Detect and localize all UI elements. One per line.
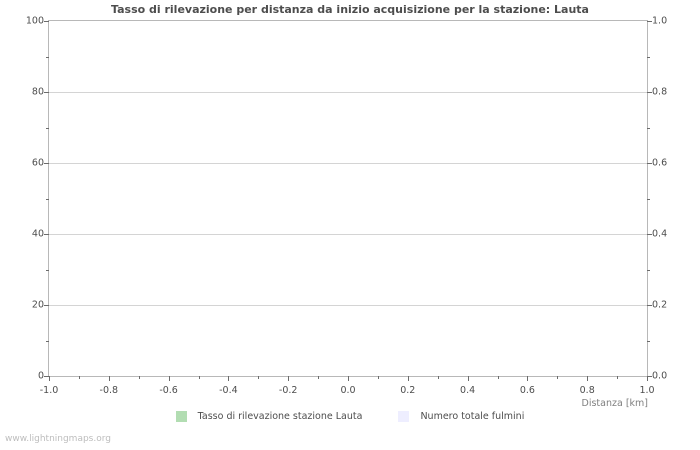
y-axis-right-minor-tick xyxy=(647,340,650,342)
x-axis-tick-label: 0.4 xyxy=(460,385,476,396)
y-axis-left-tick xyxy=(44,376,49,377)
y-axis-right-minor-tick xyxy=(647,269,650,271)
x-axis-tick-label: 0.0 xyxy=(340,385,356,396)
y-axis-right-minor-tick xyxy=(647,198,650,200)
x-axis-minor-tick xyxy=(258,376,260,379)
y-axis-right-tick-label: 1.0 xyxy=(652,15,668,27)
x-axis-title: Distanza [km] xyxy=(581,398,648,409)
x-axis-tick-label: 0.8 xyxy=(579,385,595,396)
y-axis-right-tick-label: 0.0 xyxy=(652,370,668,382)
x-axis-tick xyxy=(228,376,230,381)
y-axis-right-tick xyxy=(647,234,652,235)
x-axis-tick-label: -0.6 xyxy=(159,385,178,396)
x-axis-tick xyxy=(527,376,529,381)
y-axis-left-tick-label: 20 xyxy=(31,299,44,311)
y-axis-left-minor-tick xyxy=(46,340,49,342)
legend-item-label: Tasso di rilevazione stazione Lauta xyxy=(197,411,363,422)
y-axis-right-tick-label: 0.8 xyxy=(652,86,668,98)
legend-item-label: Numero totale fulmini xyxy=(420,411,525,422)
x-axis-minor-tick xyxy=(377,376,379,379)
x-axis-minor-tick xyxy=(497,376,499,379)
y-axis-right-tick-label: 0.2 xyxy=(652,299,668,311)
y-axis-left-minor-tick xyxy=(46,269,49,271)
y-axis-left-tick-label: 100 xyxy=(25,15,44,27)
y-axis-left-tick-label: 40 xyxy=(31,228,44,240)
y-axis-right-tick-label: 0.6 xyxy=(652,157,668,169)
y-axis-left-tick xyxy=(44,21,49,22)
y-axis-left-minor-tick xyxy=(46,198,49,200)
y-axis-right-tick xyxy=(647,163,652,164)
x-axis-tick xyxy=(587,376,589,381)
y-axis-right-tick-label: 0.4 xyxy=(652,228,668,240)
x-axis-minor-tick xyxy=(78,376,80,379)
chart-legend: Tasso di rilevazione stazione Lauta Numer… xyxy=(0,411,700,422)
x-axis-tick-label: 1.0 xyxy=(639,385,655,396)
y-axis-left-tick xyxy=(44,163,49,164)
x-axis-minor-tick xyxy=(198,376,200,379)
x-axis-minor-tick xyxy=(318,376,320,379)
y-axis-left-tick xyxy=(44,305,49,306)
x-axis-minor-tick xyxy=(138,376,140,379)
y-axis-right-tick xyxy=(647,92,652,93)
x-axis-minor-tick xyxy=(557,376,559,379)
y-axis-left-tick-label: 0 xyxy=(37,370,44,382)
gridline xyxy=(49,234,647,235)
x-axis-tick xyxy=(49,376,50,381)
y-axis-right-tick xyxy=(647,376,652,377)
watermark: www.lightningmaps.org xyxy=(5,434,111,444)
x-axis-tick xyxy=(348,376,349,381)
x-axis-tick xyxy=(288,376,290,381)
y-axis-right-tick xyxy=(647,21,652,22)
gridline xyxy=(49,163,647,164)
legend-item[interactable]: Numero totale fulmini xyxy=(398,411,524,422)
y-axis-right-minor-tick xyxy=(647,56,650,58)
x-axis-minor-tick xyxy=(617,376,619,379)
x-axis-tick-label: 0.6 xyxy=(519,385,535,396)
y-axis-left-tick xyxy=(44,92,49,93)
y-axis-left-tick-label: 80 xyxy=(31,86,44,98)
gridline xyxy=(49,92,647,93)
x-axis-tick-label: -0.4 xyxy=(219,385,238,396)
x-axis-tick-label: -0.2 xyxy=(278,385,298,396)
y-axis-left-minor-tick xyxy=(46,56,49,58)
x-axis-tick-label: -1.0 xyxy=(39,385,59,396)
x-axis-tick xyxy=(407,376,409,381)
y-axis-left-minor-tick xyxy=(46,127,49,129)
legend-item[interactable]: Tasso di rilevazione stazione Lauta xyxy=(175,411,363,422)
y-axis-right-tick xyxy=(647,305,652,306)
x-axis-tick-label: -0.8 xyxy=(99,385,119,396)
x-axis-tick xyxy=(168,376,170,381)
y-axis-left-tick-label: 60 xyxy=(31,157,44,169)
x-axis-minor-tick xyxy=(437,376,439,379)
legend-swatch-icon xyxy=(398,411,410,422)
legend-swatch-icon xyxy=(175,411,187,422)
x-axis-tick xyxy=(467,376,469,381)
x-axis-tick xyxy=(647,376,648,381)
x-axis-tick xyxy=(108,376,110,381)
plot-area: 0 20 40 60 80 100 0.0 0.2 0.4 0.6 0.8 1.0 -1.0 -0.8… xyxy=(26,16,667,397)
x-axis-tick-label: 0.2 xyxy=(400,385,416,396)
y-axis-left-tick xyxy=(44,234,49,235)
gridline xyxy=(49,305,647,306)
y-axis-right-minor-tick xyxy=(647,127,650,129)
page-title: Tasso di rilevazione per distanza da ini… xyxy=(111,3,589,16)
